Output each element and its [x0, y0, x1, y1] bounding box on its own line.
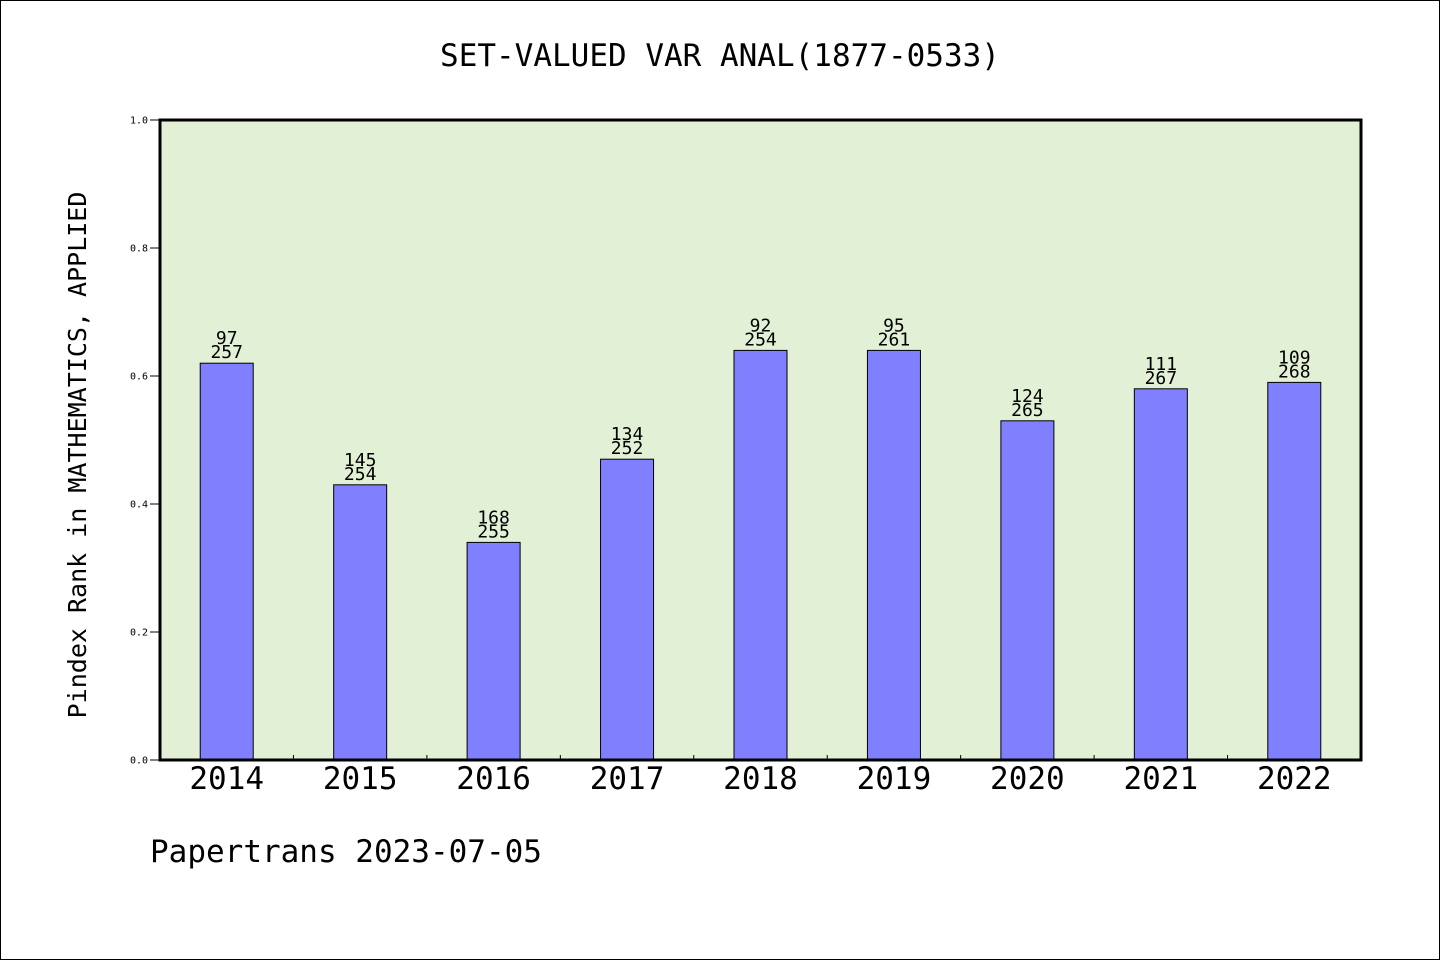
bar-label-top-2019: 95 — [883, 315, 905, 336]
bar-label-top-2018: 92 — [750, 315, 772, 336]
bar-2015 — [333, 484, 388, 761]
y-axis-label: Pindex Rank in MATHEMATICS, APPLIED — [63, 192, 92, 719]
footer-credit: Papertrans 2023-07-05 — [150, 834, 542, 870]
x-tick-label-2022: 2022 — [1257, 761, 1332, 797]
bar-label-bottom-2017: 252 — [611, 438, 644, 459]
bar-label-bottom-2022: 268 — [1278, 361, 1311, 382]
bar-2017 — [600, 458, 655, 761]
bar-label-top-2015: 145 — [344, 450, 377, 471]
bar-label-top-2021: 111 — [1145, 354, 1178, 375]
x-tick-label-2014: 2014 — [189, 761, 264, 797]
bar-label-bottom-2020: 265 — [1011, 400, 1044, 421]
bar-2021 — [1133, 388, 1188, 761]
bar-2019 — [866, 349, 921, 761]
bar-2014 — [199, 362, 254, 761]
y-tick-label-0.4: 0.4 — [130, 500, 148, 511]
x-tick-label-2020: 2020 — [990, 761, 1065, 797]
plot-border — [158, 118, 1363, 762]
y-tick-label-1.0: 1.0 — [130, 116, 148, 127]
x-tick-label-2016: 2016 — [456, 761, 531, 797]
x-tick-label-2021: 2021 — [1124, 761, 1199, 797]
bar-label-bottom-2019: 261 — [878, 329, 911, 350]
bar-label-bottom-2014: 257 — [210, 342, 243, 363]
x-tick-label-2015: 2015 — [323, 761, 398, 797]
bar-2022 — [1267, 381, 1322, 761]
bar-2020 — [1000, 420, 1055, 761]
bar-label-top-2014: 97 — [216, 328, 238, 349]
x-tick-label-2018: 2018 — [723, 761, 798, 797]
bar-2016 — [466, 541, 521, 761]
x-tick-label-2019: 2019 — [857, 761, 932, 797]
bar-label-top-2016: 168 — [477, 507, 510, 528]
bar-label-top-2022: 109 — [1278, 347, 1311, 368]
bar-label-bottom-2021: 267 — [1145, 368, 1178, 389]
y-tick-label-0.8: 0.8 — [130, 244, 148, 255]
bar-label-bottom-2016: 255 — [477, 521, 510, 542]
chart-title: SET-VALUED VAR ANAL(1877-0533) — [440, 38, 1000, 74]
bar-label-top-2020: 124 — [1011, 386, 1044, 407]
y-tick-label-0.6: 0.6 — [130, 372, 148, 383]
bar-label-bottom-2015: 254 — [344, 464, 377, 485]
bar-label-top-2017: 134 — [611, 424, 644, 445]
y-tick-label-0.2: 0.2 — [130, 628, 148, 639]
bar-label-bottom-2018: 254 — [744, 329, 777, 350]
x-tick-label-2017: 2017 — [590, 761, 665, 797]
y-tick-label-0.0: 0.0 — [130, 756, 148, 767]
bar-2018 — [733, 349, 788, 761]
